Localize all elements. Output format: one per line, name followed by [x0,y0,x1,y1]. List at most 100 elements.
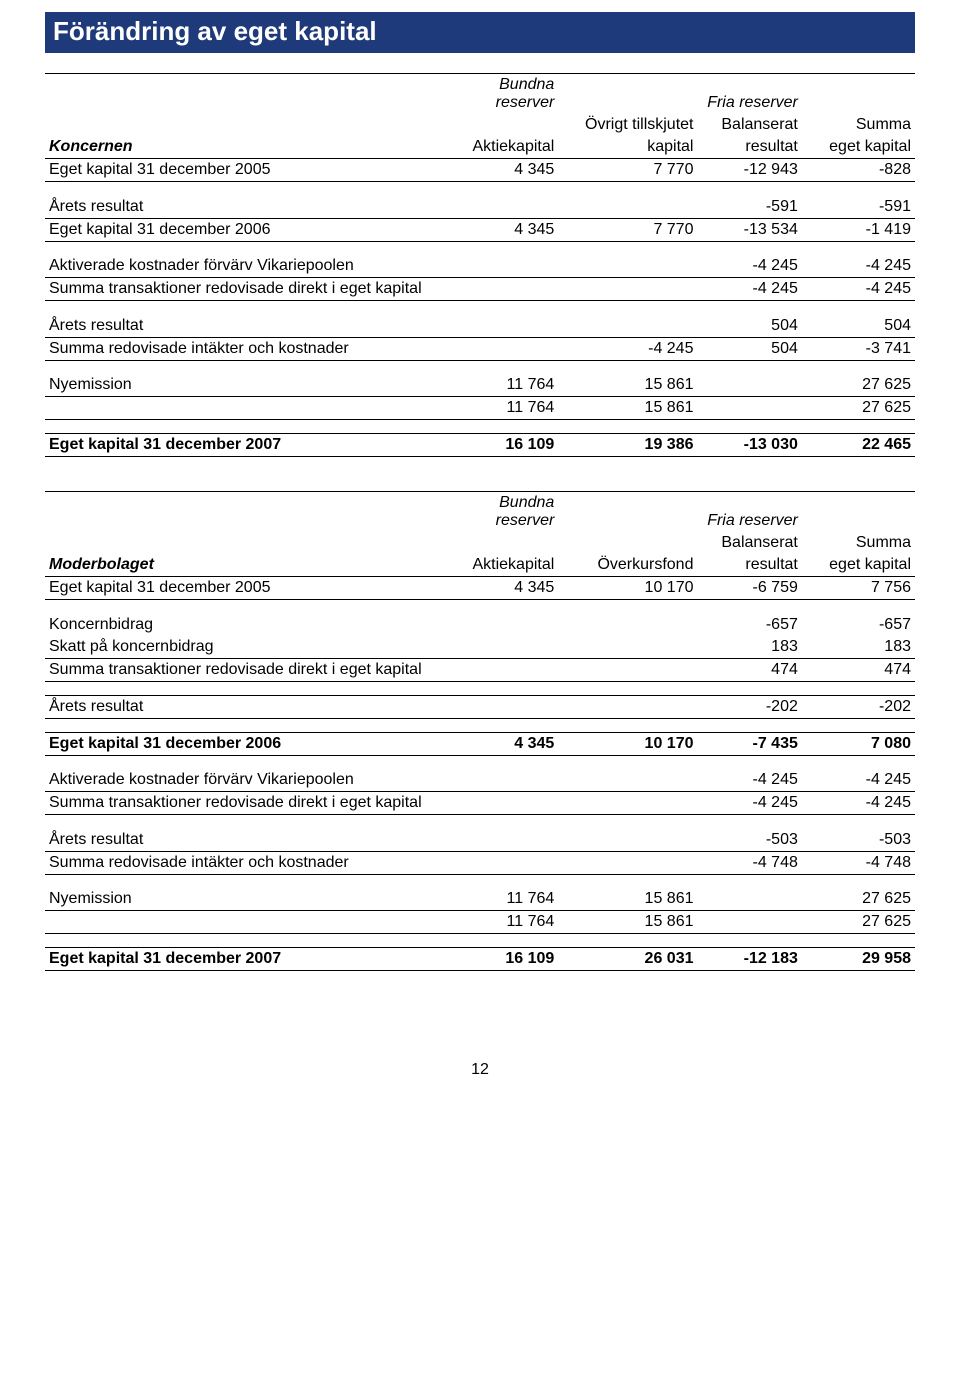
row-label: Nyemission [45,888,445,911]
cell: 11 764 [445,911,558,934]
cell: -657 [802,614,915,636]
cell: -503 [697,829,801,852]
cell: -4 245 [802,278,915,301]
col-header: Överkursfond [558,554,697,577]
cell: -4 245 [697,769,801,792]
row-label: Eget kapital 31 december 2005 [45,159,445,182]
cell: -4 245 [802,769,915,792]
cell: -4 245 [802,792,915,815]
cell: -828 [802,159,915,182]
cell: -7 435 [697,732,801,755]
row-label: Aktiverade kostnader förvärv Vikariepool… [45,255,445,278]
row-label: Eget kapital 31 december 2005 [45,577,445,600]
cell: -657 [697,614,801,636]
cell: 15 861 [558,911,697,934]
col-header: kapital [558,136,697,159]
cell: 504 [697,337,801,360]
row-label: Summa transaktioner redovisade direkt i … [45,278,445,301]
cell: 474 [802,658,915,681]
row-label: Årets resultat [45,829,445,852]
group-header-fria: Fria reserver [697,492,801,533]
cell: 15 861 [558,397,697,420]
cell: -4 245 [697,792,801,815]
cell: 22 465 [802,434,915,457]
cell: 4 345 [445,732,558,755]
col-header: Aktiekapital [445,554,558,577]
cell: 27 625 [802,888,915,911]
row-label: Summa redovisade intäkter och kostnader [45,851,445,874]
cell: 4 345 [445,577,558,600]
row-label: Eget kapital 31 december 2007 [45,948,445,971]
cell: 7 080 [802,732,915,755]
entity-label: Koncernen [45,136,445,159]
row-label: Summa transaktioner redovisade direkt i … [45,658,445,681]
col-header: Balanserat [697,532,801,554]
cell: -202 [697,695,801,718]
cell: -4 245 [558,337,697,360]
cell: 183 [697,636,801,659]
cell: 16 109 [445,434,558,457]
row-label: Summa redovisade intäkter och kostnader [45,337,445,360]
col-header: Summa [802,114,915,136]
row-label: Årets resultat [45,315,445,338]
row-label: Summa transaktioner redovisade direkt i … [45,792,445,815]
cell: 19 386 [558,434,697,457]
cell: 27 625 [802,911,915,934]
cell: 26 031 [558,948,697,971]
cell: -13 030 [697,434,801,457]
row-label: Aktiverade kostnader förvärv Vikariepool… [45,769,445,792]
col-header: Aktiekapital [445,136,558,159]
cell: 504 [697,315,801,338]
col-header: Balanserat [697,114,801,136]
cell: 474 [697,658,801,681]
cell: -4 245 [697,255,801,278]
cell: 7 770 [558,159,697,182]
cell: -1 419 [802,218,915,241]
row-label: Eget kapital 31 december 2006 [45,732,445,755]
cell: 29 958 [802,948,915,971]
col-header: eget kapital [802,136,915,159]
cell: -503 [802,829,915,852]
koncernen-table: Bundna reserver Fria reserver Övrigt til… [45,73,915,457]
cell: -591 [802,196,915,219]
cell: -4 748 [697,851,801,874]
col-header: resultat [697,554,801,577]
group-header-fria: Fria reserver [697,74,801,115]
cell: -6 759 [697,577,801,600]
cell: 10 170 [558,732,697,755]
row-label: Årets resultat [45,196,445,219]
cell: 10 170 [558,577,697,600]
cell: 11 764 [445,374,558,397]
cell: -591 [697,196,801,219]
row-label: Årets resultat [45,695,445,718]
cell: 15 861 [558,888,697,911]
row-label: Eget kapital 31 december 2006 [45,218,445,241]
col-header: eget kapital [802,554,915,577]
cell: 504 [802,315,915,338]
row-label: Koncernbidrag [45,614,445,636]
cell: 11 764 [445,888,558,911]
moderbolaget-table: Bundna reserver Fria reserver Balanserat… [45,491,915,971]
page-title: Förändring av eget kapital [45,12,915,53]
col-header: resultat [697,136,801,159]
row-label: Nyemission [45,374,445,397]
row-label: Skatt på koncernbidrag [45,636,445,659]
cell: -13 534 [697,218,801,241]
cell: 27 625 [802,374,915,397]
cell: 4 345 [445,159,558,182]
col-header: Summa [802,532,915,554]
cell: -4 245 [697,278,801,301]
group-header-bundna: Bundna reserver [445,74,558,115]
group-header-bundna: Bundna reserver [445,492,558,533]
cell: 4 345 [445,218,558,241]
entity-label: Moderbolaget [45,554,445,577]
cell: -4 245 [802,255,915,278]
cell: 11 764 [445,397,558,420]
cell: 27 625 [802,397,915,420]
cell: -12 183 [697,948,801,971]
cell: -202 [802,695,915,718]
cell: 7 770 [558,218,697,241]
cell: 15 861 [558,374,697,397]
cell: 183 [802,636,915,659]
page-number: 12 [45,1061,915,1079]
